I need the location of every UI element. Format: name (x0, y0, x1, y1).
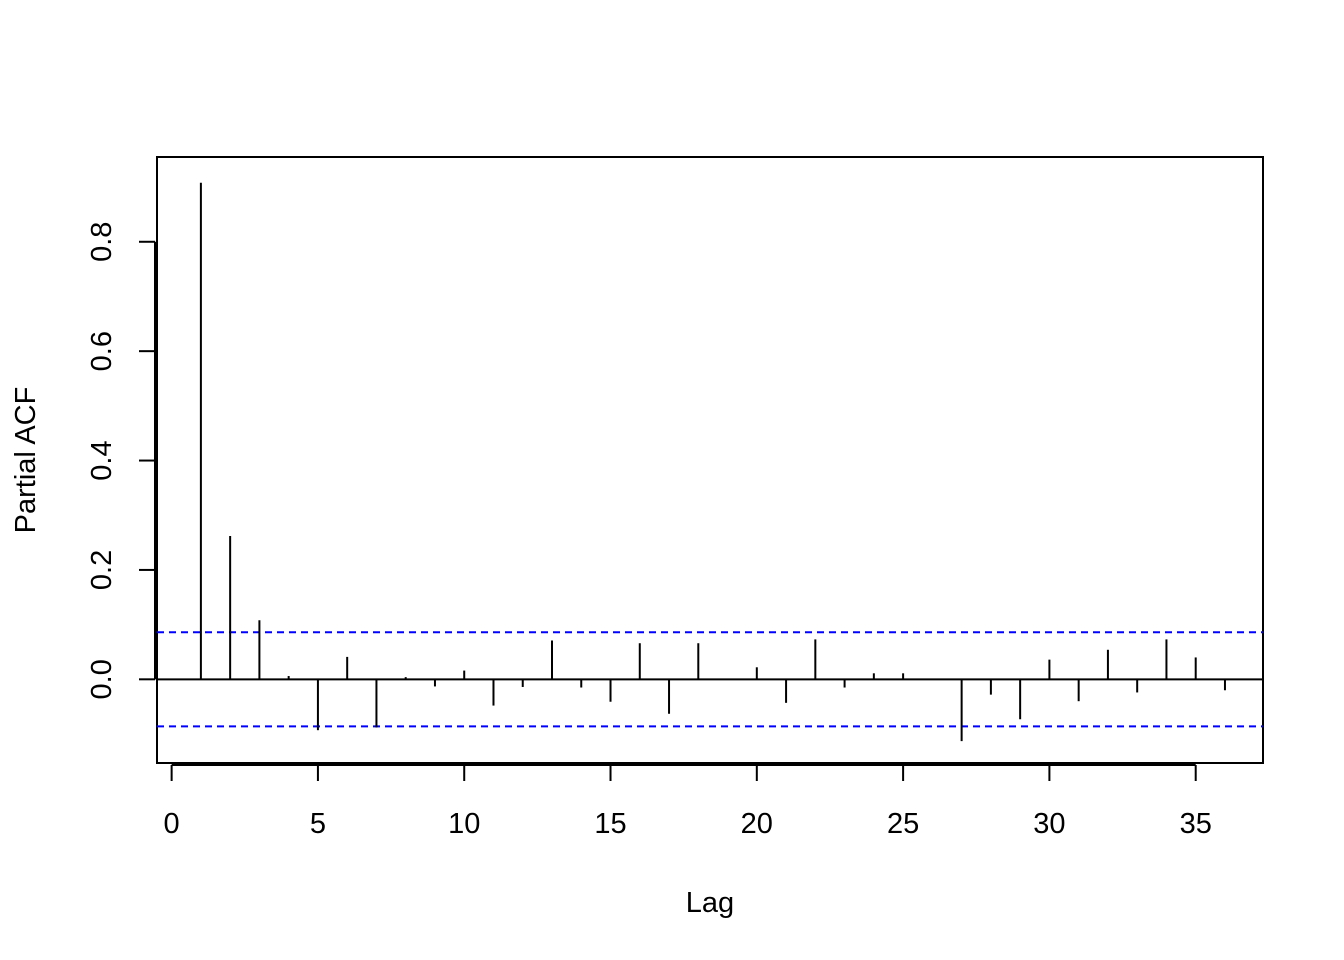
y-tick-label-0: 0.0 (86, 659, 118, 699)
x-tick-label-0: 0 (164, 808, 180, 840)
x-axis-label: Lag (686, 887, 734, 919)
y-axis-label: Partial ACF (10, 387, 42, 534)
x-tick-label-5: 5 (310, 808, 326, 840)
x-tick-label-35: 35 (1180, 808, 1212, 840)
y-tick-label-2: 0.4 (86, 440, 118, 480)
y-tick-label-4: 0.8 (86, 222, 118, 262)
x-tick-label-10: 10 (448, 808, 480, 840)
plot-frame (156, 156, 1264, 764)
x-tick-label-20: 20 (741, 808, 773, 840)
y-tick-label-1: 0.2 (86, 550, 118, 590)
x-tick-label-15: 15 (594, 808, 626, 840)
x-tick-label-30: 30 (1033, 808, 1065, 840)
x-tick-label-25: 25 (887, 808, 919, 840)
y-tick-label-3: 0.6 (86, 331, 118, 371)
